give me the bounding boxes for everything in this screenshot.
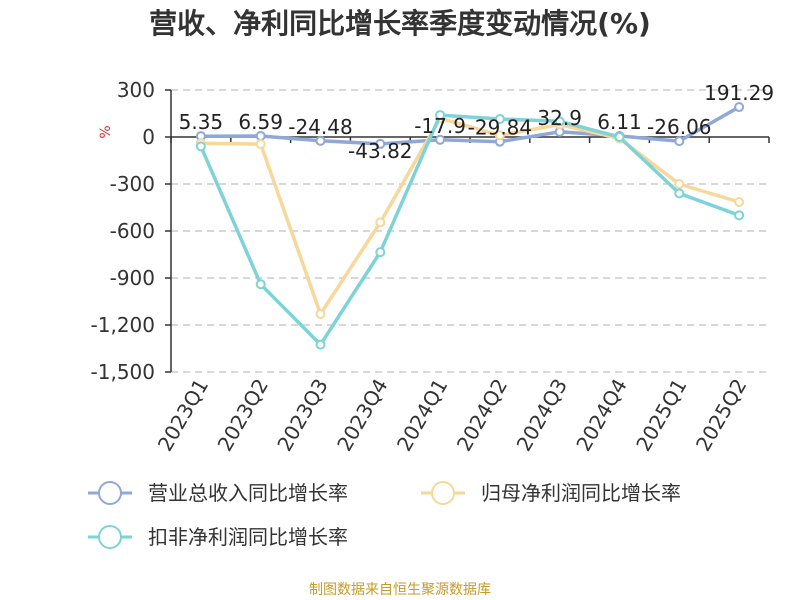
series-lines bbox=[195, 102, 745, 350]
data-point bbox=[255, 139, 266, 150]
legend-marker bbox=[431, 481, 455, 505]
data-point bbox=[375, 138, 386, 149]
data-label: 6.59 bbox=[238, 110, 283, 134]
data-label: 191.29 bbox=[704, 81, 774, 105]
series-line bbox=[199, 113, 740, 347]
x-tick-label: 2023Q3 bbox=[272, 375, 332, 456]
x-tick-label: 2023Q1 bbox=[153, 375, 213, 456]
y-tick-label: -600 bbox=[110, 219, 155, 243]
y-tick-label: -1,500 bbox=[91, 360, 155, 384]
legend-label: 扣非净利润同比增长率 bbox=[148, 525, 348, 549]
data-point bbox=[375, 247, 386, 258]
data-point bbox=[734, 102, 745, 113]
data-label: -26.06 bbox=[647, 115, 711, 139]
legend-label: 归母净利润同比增长率 bbox=[481, 481, 681, 505]
y-tick-label: -900 bbox=[110, 266, 155, 290]
data-point bbox=[435, 134, 446, 145]
y-tick-label: 0 bbox=[142, 125, 155, 149]
data-source-note: 制图数据来自恒生聚源数据库 bbox=[309, 582, 491, 598]
data-label: 32.9 bbox=[537, 106, 582, 130]
y-tick-label: -300 bbox=[110, 172, 155, 196]
data-labels: 5.35 6.59 -24.48-43.82-17.9 -29.84 32.9 6.11-… bbox=[179, 81, 774, 163]
data-point bbox=[674, 188, 685, 199]
data-label: 6.11 bbox=[597, 110, 642, 134]
data-point bbox=[315, 309, 326, 320]
x-tick-label: 2025Q1 bbox=[631, 375, 691, 456]
data-point bbox=[315, 135, 326, 146]
data-label: -29.84 bbox=[468, 116, 532, 140]
series-line bbox=[200, 105, 740, 146]
data-point bbox=[674, 136, 685, 147]
data-point bbox=[554, 116, 565, 127]
x-tick-label: 2025Q2 bbox=[691, 375, 751, 456]
data-point bbox=[195, 141, 206, 152]
legend-marker bbox=[98, 481, 122, 505]
legend-label: 营业总收入同比增长率 bbox=[148, 481, 348, 505]
data-point bbox=[674, 179, 685, 189]
data-point bbox=[494, 113, 505, 124]
data-point bbox=[494, 130, 505, 141]
data-point bbox=[435, 110, 446, 121]
y-axis-unit: % bbox=[98, 125, 114, 138]
data-point bbox=[734, 197, 745, 208]
data-label: -43.82 bbox=[348, 139, 412, 163]
x-tick-label: 2024Q4 bbox=[571, 375, 631, 456]
x-tick-label: 2023Q4 bbox=[332, 375, 392, 456]
data-label: -24.48 bbox=[288, 115, 352, 139]
data-label: -17.9 bbox=[414, 114, 466, 138]
y-tick-label: 300 bbox=[117, 78, 155, 102]
x-tick-label: 2024Q1 bbox=[392, 374, 452, 455]
x-tick-label: 2024Q2 bbox=[452, 375, 512, 456]
data-label: 5.35 bbox=[179, 110, 224, 134]
series-line bbox=[200, 116, 740, 316]
chart-title: 营收、净利同比增长率季度变动情况(%) bbox=[149, 7, 651, 40]
x-tick-label: 2024Q3 bbox=[512, 375, 572, 456]
legend-marker bbox=[98, 525, 122, 549]
data-point bbox=[375, 217, 386, 228]
data-point bbox=[734, 210, 745, 221]
x-tick-label: 2023Q2 bbox=[213, 375, 273, 456]
data-point bbox=[315, 339, 326, 350]
data-point bbox=[614, 132, 625, 142]
y-tick-label: -1,200 bbox=[91, 313, 155, 337]
data-point bbox=[255, 279, 266, 290]
